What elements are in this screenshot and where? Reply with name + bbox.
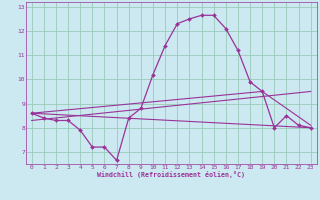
X-axis label: Windchill (Refroidissement éolien,°C): Windchill (Refroidissement éolien,°C) <box>97 171 245 178</box>
